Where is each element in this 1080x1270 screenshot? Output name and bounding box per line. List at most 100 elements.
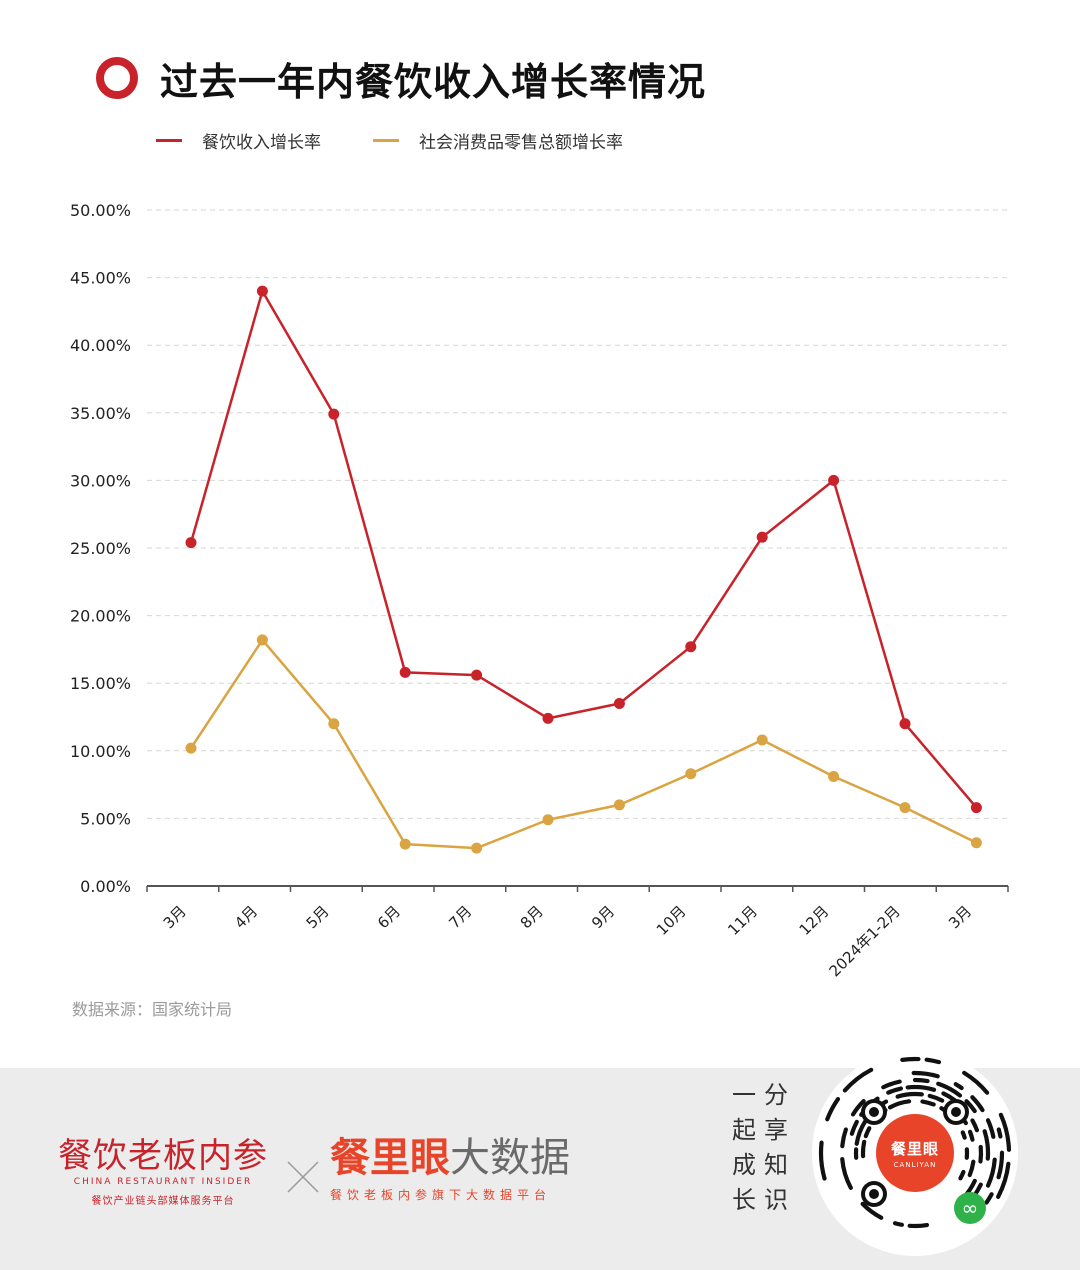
data-point-series2	[828, 770, 840, 782]
qr-arc	[970, 1118, 980, 1133]
data-point-series2	[899, 802, 911, 814]
data-point-series2	[185, 742, 197, 754]
qr-center-name: 餐里眼	[890, 1140, 939, 1158]
qr-arc	[825, 1096, 841, 1122]
y-tick-label: 20.00%	[70, 607, 131, 626]
qr-arc	[982, 1129, 991, 1161]
qr-arc	[907, 1222, 930, 1229]
y-tick-label: 5.00%	[80, 809, 131, 828]
chart-header: 过去一年内餐饮收入增长率情况	[96, 48, 706, 108]
qr-center-logo: 餐里眼 CANLIYAN	[876, 1114, 954, 1192]
qr-arc	[958, 1169, 966, 1181]
y-tick-label: 50.00%	[70, 201, 131, 220]
x-tick-label: 3月	[945, 902, 975, 932]
data-point-series2	[328, 718, 340, 730]
qr-arc	[984, 1192, 994, 1205]
share-text: 一分起享成知长识	[732, 1081, 796, 1214]
qr-arc	[978, 1144, 984, 1164]
data-point-series2	[613, 799, 625, 811]
data-point-series1	[471, 669, 483, 681]
data-source: 数据来源：国家统计局	[72, 1000, 233, 1019]
qr-arc	[912, 1077, 930, 1084]
circle-bullet-icon	[96, 57, 138, 99]
brand1-slogan: 餐饮产业链头部媒体服务平台	[91, 1196, 235, 1207]
data-point-series1	[899, 718, 911, 730]
qr-code-pattern	[818, 1056, 1012, 1229]
data-point-series1	[685, 641, 697, 653]
qr-arc	[962, 1070, 990, 1095]
y-tick-label: 35.00%	[70, 404, 131, 423]
data-point-series2	[756, 734, 768, 746]
x-tick-label: 12月	[796, 902, 833, 939]
qr-arc	[936, 1081, 963, 1098]
qr-arc	[860, 1139, 867, 1159]
data-point-series2	[685, 768, 697, 780]
y-tick-label: 10.00%	[70, 742, 131, 761]
data-point-series2	[399, 838, 411, 850]
legend-label-series1: 餐饮收入增长率	[202, 133, 321, 153]
qr-arc	[920, 1099, 936, 1107]
qr-arc	[850, 1099, 866, 1117]
x-tick-label: 6月	[374, 902, 404, 932]
data-point-series2	[542, 814, 554, 826]
chart-legend: 餐饮收入增长率 社会消费品零售总额增长率	[156, 128, 675, 153]
x-tick-label: 3月	[160, 902, 190, 932]
qr-arc	[886, 1086, 904, 1095]
x-tick-label: 5月	[303, 902, 333, 932]
x-tick-label: 2024年1-2月	[826, 902, 904, 980]
qr-arc	[967, 1129, 975, 1142]
data-point-series2	[256, 634, 268, 646]
brand2-slogan: 餐饮老板内参旗下大数据平台	[330, 1188, 552, 1202]
brand1-english-name: CHINA RESTAURANT INSIDER	[73, 1177, 253, 1187]
brand1-name: 餐饮老板内参	[58, 1136, 268, 1176]
qr-arc	[887, 1099, 912, 1110]
qr-center-english: CANLIYAN	[893, 1161, 937, 1169]
qr-arc	[905, 1084, 937, 1092]
line-chart: 0.00% 5.00% 10.00% 15.00% 20.00% 25.00% 30.00%…	[70, 201, 1009, 980]
y-tick-label: 45.00%	[70, 269, 131, 288]
data-point-series1	[185, 537, 197, 549]
qr-arc	[881, 1079, 902, 1090]
y-tick-label: 40.00%	[70, 336, 131, 355]
qr-arc	[863, 1126, 872, 1139]
y-tick-label: 15.00%	[70, 674, 131, 693]
qr-arc	[840, 1127, 848, 1149]
x-tick-label: 10月	[653, 902, 690, 939]
data-point-series2	[970, 837, 982, 849]
data-point-series1	[828, 474, 840, 486]
y-tick-label: 25.00%	[70, 539, 131, 558]
data-point-series1	[613, 697, 625, 709]
qr-arc	[985, 1157, 997, 1188]
series-line-2	[189, 638, 977, 850]
x-tick-label: 8月	[517, 902, 547, 932]
qr-arc	[818, 1140, 827, 1181]
qr-finder	[869, 1107, 879, 1117]
qr-arc	[985, 1118, 996, 1139]
legend-item-series1: 餐饮收入增长率	[156, 128, 321, 153]
legend-item-series2: 社会消费品零售总额增长率	[373, 128, 623, 153]
data-point-series1	[256, 285, 268, 297]
qr-arc	[970, 1095, 985, 1113]
qr-arc	[953, 1082, 964, 1091]
qr-arc	[960, 1130, 967, 1140]
qr-arc	[924, 1057, 942, 1065]
legend-label-series2: 社会消费品零售总额增长率	[419, 133, 623, 153]
brand2-name: 餐里眼大数据	[330, 1134, 570, 1182]
brand-logo-restaurant-insider: 餐饮老板内参 CHINA RESTAURANT INSIDER 餐饮产业链头部媒…	[50, 1136, 276, 1207]
x-tick-label: 9月	[588, 902, 618, 932]
qr-arc	[996, 1127, 1003, 1139]
x-tick-label: 7月	[445, 902, 475, 932]
qr-finder	[869, 1189, 879, 1199]
qr-arc	[996, 1150, 1005, 1180]
qr-arc	[998, 1112, 1012, 1152]
y-tick-label: 30.00%	[70, 471, 131, 490]
qr-arc	[927, 1093, 945, 1103]
brand2-name-gray: 大数据	[450, 1135, 570, 1181]
x-tick-label: 4月	[231, 902, 261, 932]
qr-arc	[842, 1067, 874, 1093]
qr-arc	[892, 1221, 904, 1227]
legend-swatch-series1	[156, 139, 182, 142]
qr-code-icon[interactable]: 餐里眼 CANLIYAN ∞	[812, 1050, 1018, 1256]
x-tick-label: 11月	[724, 902, 761, 939]
qr-arc	[895, 1091, 924, 1099]
